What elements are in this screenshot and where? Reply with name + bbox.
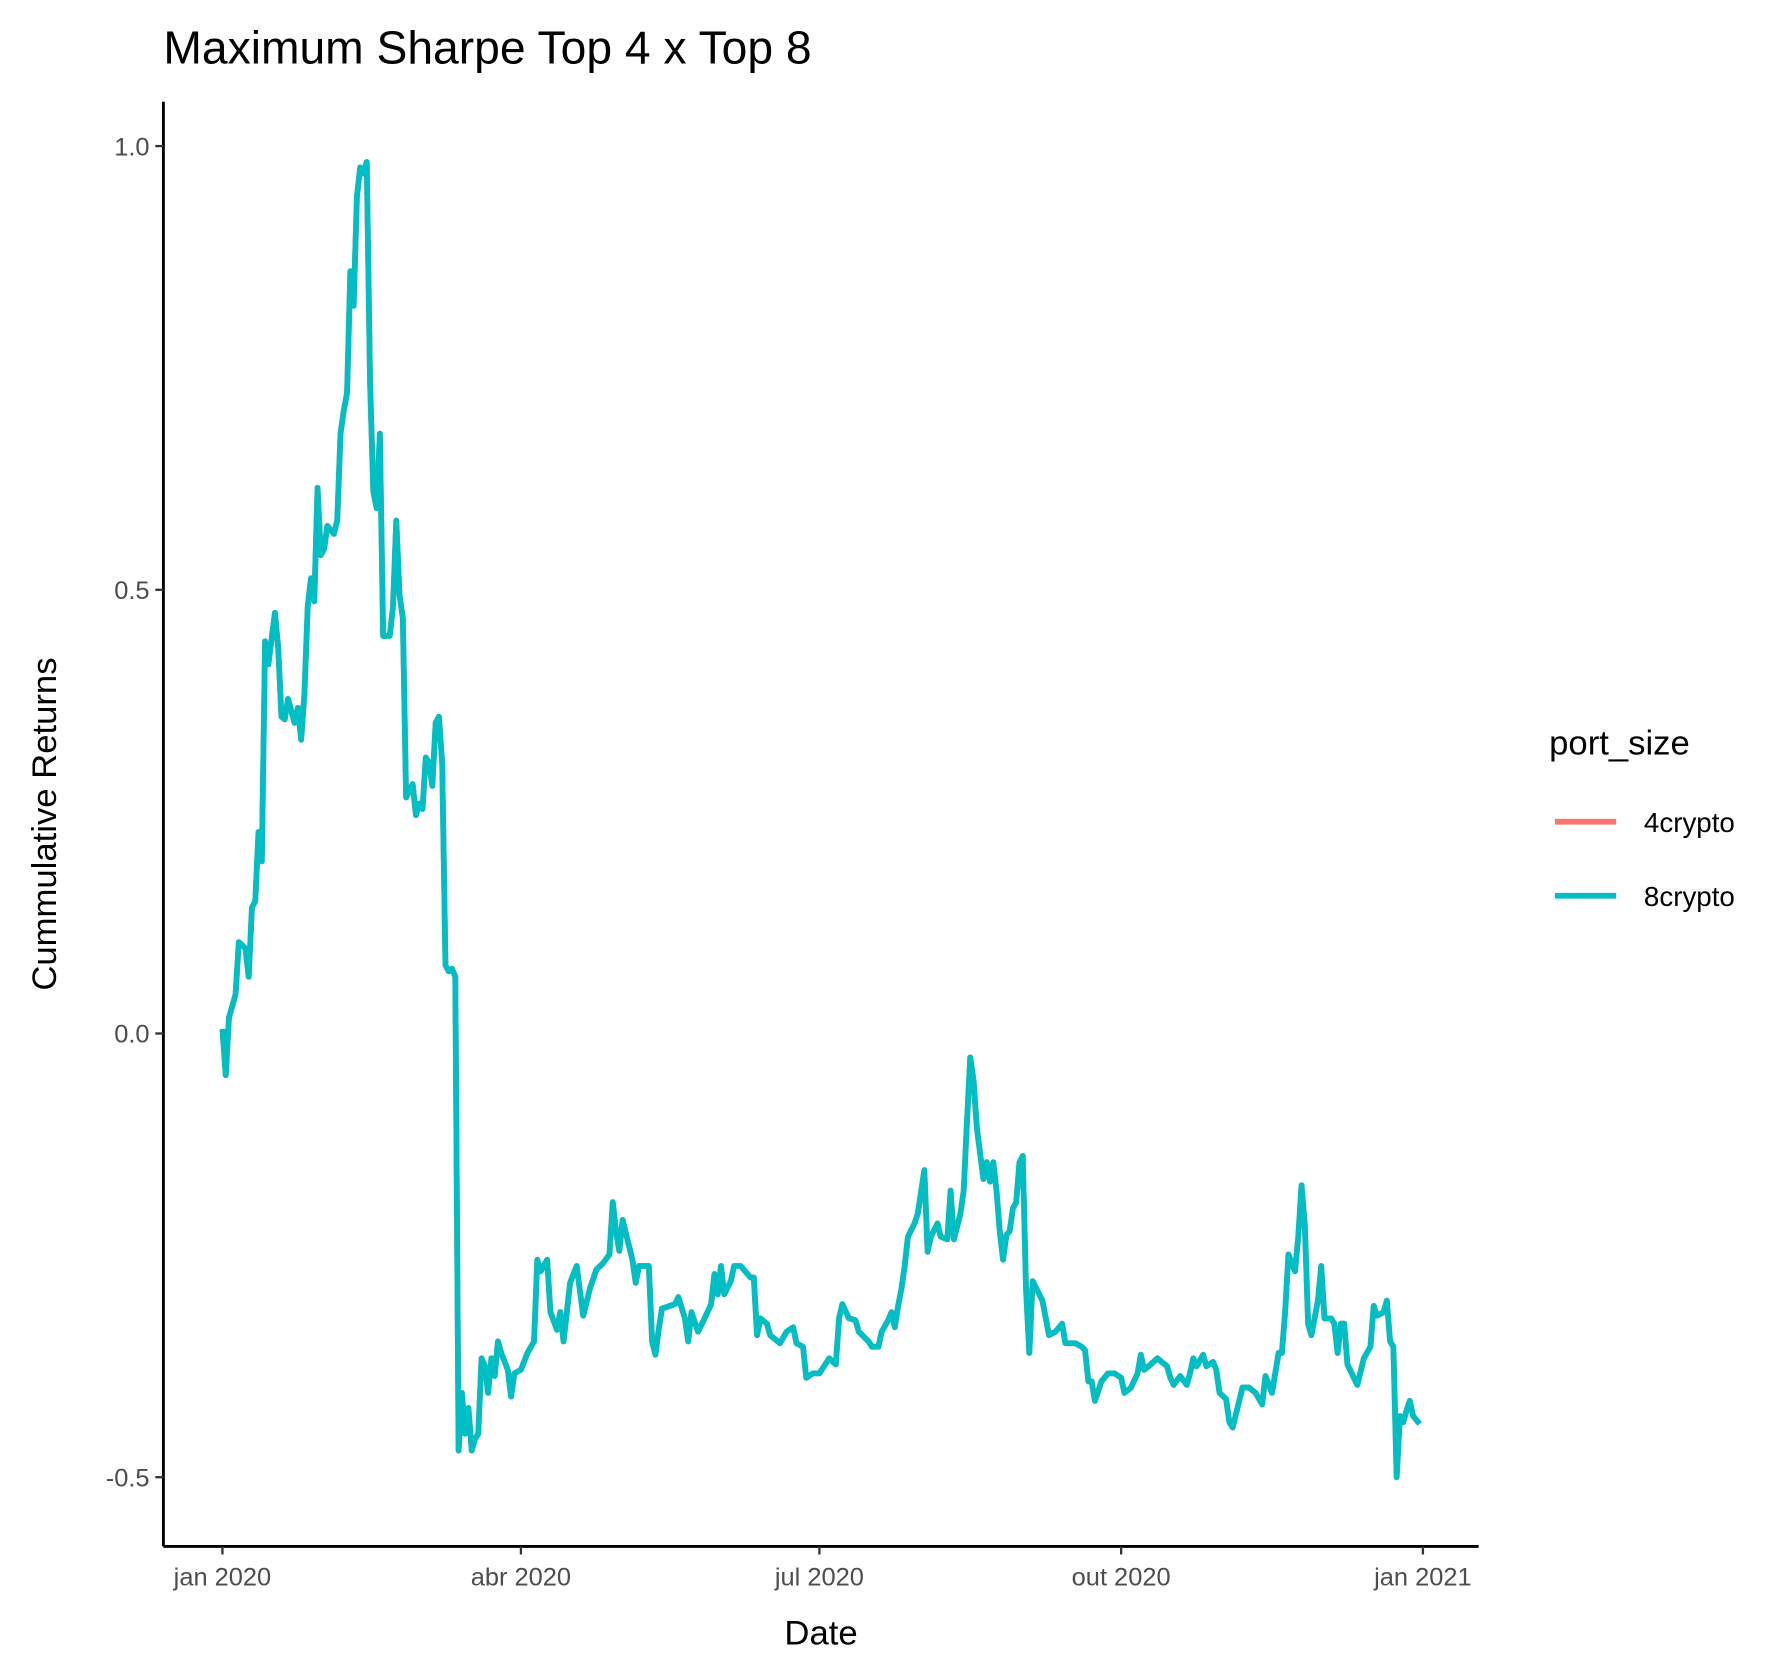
legend-label: 4crypto bbox=[1644, 807, 1735, 838]
series-line bbox=[219, 159, 1422, 1481]
x-tick-label: jan 2021 bbox=[1373, 1564, 1471, 1592]
y-axis-label: Cummulative Returns bbox=[26, 657, 64, 990]
y-tick-label: 0.5 bbox=[114, 577, 149, 605]
legend-title: port_size bbox=[1549, 725, 1690, 763]
x-tick-label: jan 2020 bbox=[173, 1564, 271, 1592]
x-tick-label: abr 2020 bbox=[471, 1564, 571, 1592]
x-tick-label: jul 2020 bbox=[774, 1564, 864, 1592]
chart-title: Maximum Sharpe Top 4 x Top 8 bbox=[163, 22, 811, 74]
series-line bbox=[219, 159, 1422, 1481]
legend-label: 8crypto bbox=[1644, 881, 1735, 912]
y-tick-label: -0.5 bbox=[106, 1464, 150, 1492]
x-axis-label: Date bbox=[784, 1615, 857, 1653]
y-tick-label: 0.0 bbox=[114, 1021, 149, 1049]
y-tick-label: 1.0 bbox=[114, 133, 149, 161]
x-tick-label: out 2020 bbox=[1072, 1564, 1171, 1592]
